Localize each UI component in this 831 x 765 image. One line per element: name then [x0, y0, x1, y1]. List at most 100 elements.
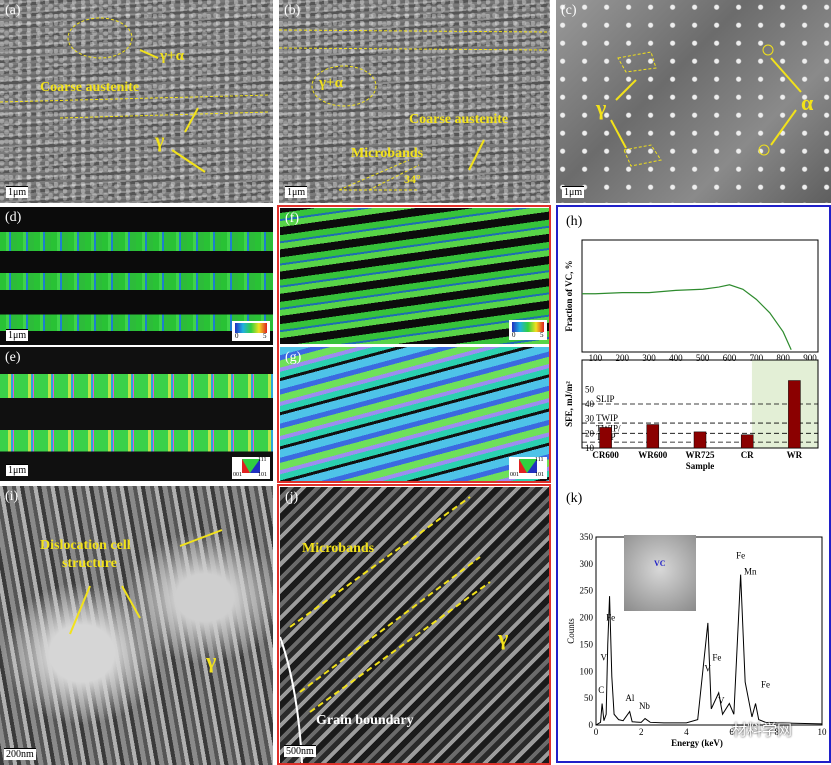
scale-bar: 1μm: [562, 186, 585, 198]
sfe-category-label: WR: [787, 450, 803, 460]
key-max: 5: [263, 332, 267, 340]
sfe-category-label: CR: [741, 450, 754, 460]
key-max: 5: [540, 331, 544, 339]
panel-a: (a) γ+α Coarse austenite γ 1μm: [0, 0, 273, 203]
sfe-bar-wr725: [693, 431, 707, 449]
gamma-label: γ: [155, 130, 165, 152]
scale-bar: 1μm: [6, 186, 29, 198]
panel-c: (c) γ α 1μm: [556, 0, 831, 203]
panel-c-label: (c): [561, 3, 577, 18]
eds-peak-label: Fe: [712, 653, 721, 663]
threshold-label: SLIP: [596, 394, 615, 404]
panel-c-overlay: [610, 44, 802, 167]
gamma-alpha-label: γ+α: [319, 75, 343, 91]
vc-x-tick: 800: [776, 353, 790, 363]
eds-peak-label: V: [601, 653, 608, 663]
panel-g-label: (g): [285, 350, 302, 365]
gamma-label: γ: [206, 648, 217, 673]
eds-y-tick: 100: [580, 666, 594, 676]
panel-h-label: (h): [566, 214, 583, 229]
vc-x-tick: 200: [615, 353, 629, 363]
ipf-001: 001: [510, 472, 519, 478]
eds-y-axis-label: Counts: [566, 618, 576, 644]
vc-fraction-line: [582, 284, 792, 351]
panel-h: (h) 100 200 300 400 500 600 700 800 900 Fraction …: [560, 210, 828, 482]
panel-k-label: (k): [566, 491, 583, 506]
eds-peak-label: Fe: [761, 679, 770, 689]
eds-peak-label: V: [704, 663, 711, 673]
panel-b-overlay: [279, 29, 548, 191]
panel-d-label: (d): [5, 210, 22, 225]
eds-peak-label: Mn: [744, 567, 757, 577]
vc-y-axis-label: Fraction of VC, %: [564, 260, 574, 331]
eds-plot-frame: [595, 536, 823, 726]
eds-y-tick: 300: [580, 559, 594, 569]
microbands-label: Microbands: [302, 541, 375, 556]
sfe-x-axis-label: Sample: [686, 461, 715, 471]
panel-i-label: (i): [5, 489, 19, 504]
eds-x-axis-label: Energy (keV): [671, 738, 723, 748]
eds-y-tick: 200: [580, 613, 594, 623]
eds-x-tick: 10: [818, 727, 828, 737]
vc-x-tick: 500: [696, 353, 710, 363]
panel-j: (j) Microbands γ Grain boundary 500nm: [280, 487, 549, 763]
eds-x-tick: 2: [639, 727, 644, 737]
panel-f: (f) 0 5: [280, 208, 549, 344]
sfe-chart: 100 200 300 400 500 600 700 800 900 Fraction of V…: [564, 239, 819, 471]
panel-k: (k) 0 50 100 150 200 250 300 350 0 2 4 6 8 10 C V Fe Al Nb…: [560, 487, 828, 761]
microbands-label: Microbands: [351, 146, 424, 161]
panel-a-label: (a): [5, 3, 21, 18]
key-min: 0: [512, 331, 516, 339]
sfe-y-tick: 10: [585, 443, 595, 453]
vc-inset-label: VC: [654, 559, 666, 568]
eds-peak-label: Nb: [639, 701, 650, 711]
ipf-001: 001: [233, 472, 242, 478]
ipf-101: 101: [535, 472, 544, 478]
sfe-category-label: WR600: [638, 450, 667, 460]
eds-y-tick: 350: [580, 532, 594, 542]
kam-color-key: 0 5: [232, 321, 270, 341]
panel-f-label: (f): [285, 211, 299, 226]
coarse-austenite-label: Coarse austenite: [409, 112, 509, 127]
panel-e-label: (e): [5, 350, 21, 365]
panel-j-label: (j): [285, 490, 299, 505]
scale-bar: 200nm: [4, 748, 36, 760]
angle-label: 34°: [404, 172, 421, 186]
vc-x-tick: 100: [589, 353, 603, 363]
ipf-111: 111: [535, 457, 544, 463]
key-min: 0: [235, 332, 239, 340]
ipf-101: 101: [258, 472, 267, 478]
eds-x-tick: 8: [775, 727, 780, 737]
panel-a-overlay: [0, 17, 271, 173]
scale-bar: 500nm: [284, 745, 316, 757]
eds-y-tick: 250: [580, 586, 594, 596]
grain-boundary-label: Grain boundary: [316, 713, 414, 728]
sfe-y-tick: 20: [585, 428, 595, 438]
sfe-category-label: WR725: [686, 450, 715, 460]
panel-i-arrows: [69, 529, 223, 635]
dislocation-label-line1: Dislocation cell: [40, 538, 131, 553]
panel-i: (i) Dislocation cell structure γ 200nm: [0, 486, 273, 765]
eds-peak-label: Fe: [606, 612, 615, 622]
eds-x-tick: 6: [729, 727, 734, 737]
vc-inset-image: VC: [624, 535, 696, 611]
scale-bar: 1μm: [6, 329, 29, 341]
sfe-bar-wr600: [646, 424, 660, 449]
ipf-111: 111: [258, 457, 267, 463]
eds-peak-label: Fe: [736, 550, 745, 560]
sfe-y-tick: 40: [585, 399, 595, 409]
gamma-label: γ: [498, 625, 509, 650]
sfe-bar-cr: [740, 434, 754, 449]
panel-b: (b) γ+α Coarse austenite Microbands 34° …: [279, 0, 550, 203]
kam-color-key: 0 5: [509, 320, 547, 340]
panel-d: (d) 0 5 1μm: [0, 207, 273, 345]
gamma-alpha-label: γ+α: [160, 48, 184, 64]
sfe-bar-wr: [788, 380, 801, 449]
panel-g: (g) 111 001 101: [280, 347, 549, 481]
panel-b-label: (b): [284, 3, 301, 18]
sfe-y-tick: 30: [585, 414, 595, 424]
alpha-label: α: [801, 90, 814, 115]
coarse-austenite-label: Coarse austenite: [40, 80, 140, 95]
vc-x-tick: 300: [642, 353, 656, 363]
